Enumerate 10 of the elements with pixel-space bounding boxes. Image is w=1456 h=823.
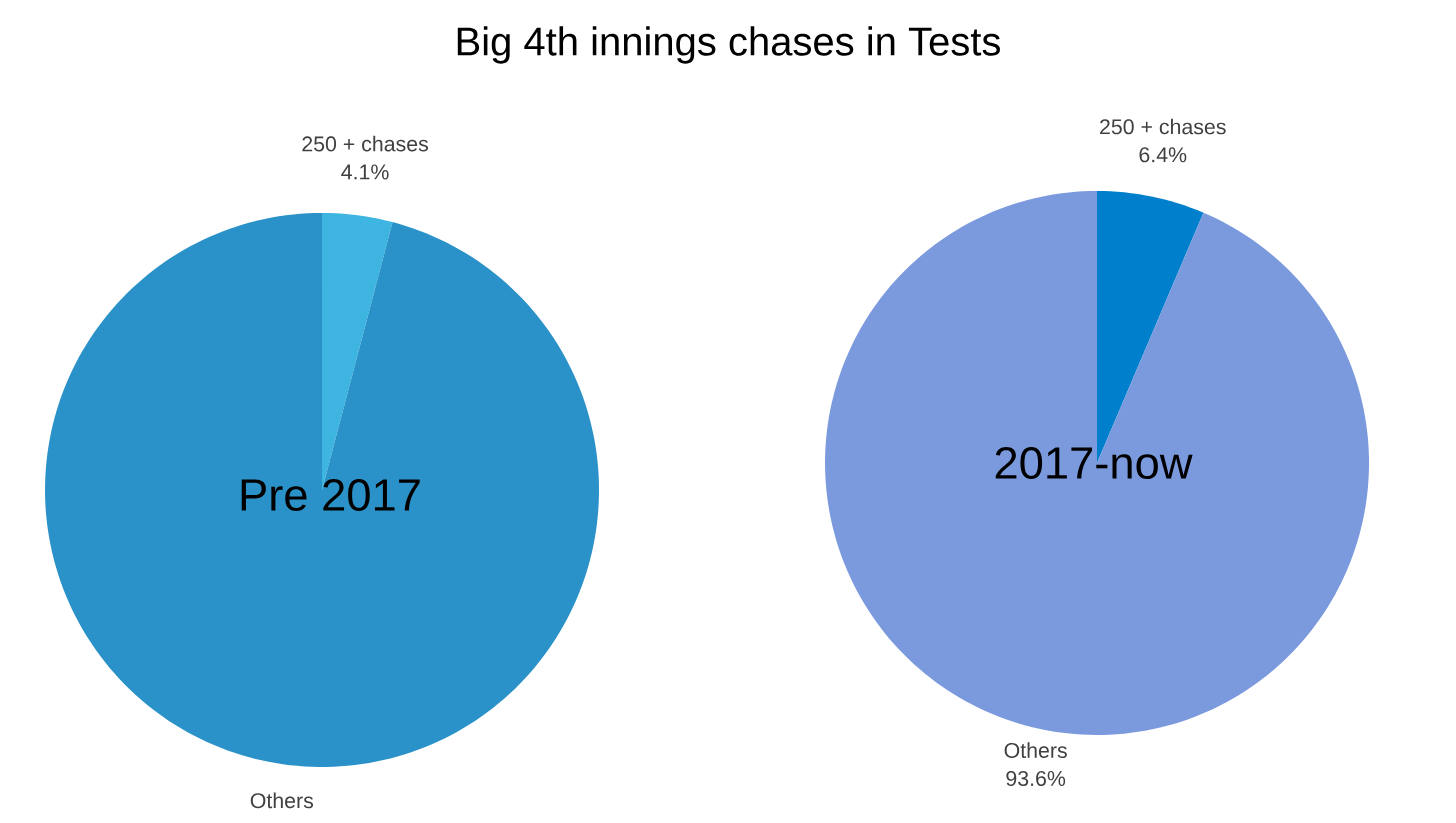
data-label: 93.6% xyxy=(1006,770,1066,786)
data-label: 4.1% xyxy=(341,164,389,180)
data-label: 6.4% xyxy=(1139,147,1187,163)
text: 2017-now xyxy=(995,446,1193,480)
slice-label: 250 + chases xyxy=(1100,118,1226,135)
text: Big 4th innings chases in Tests xyxy=(457,26,1000,64)
slice-label: Others xyxy=(1004,742,1067,758)
slice-label: Others xyxy=(250,792,314,809)
text: Pre 2017 xyxy=(241,478,420,512)
slice-label: 250 + chases xyxy=(302,135,428,152)
